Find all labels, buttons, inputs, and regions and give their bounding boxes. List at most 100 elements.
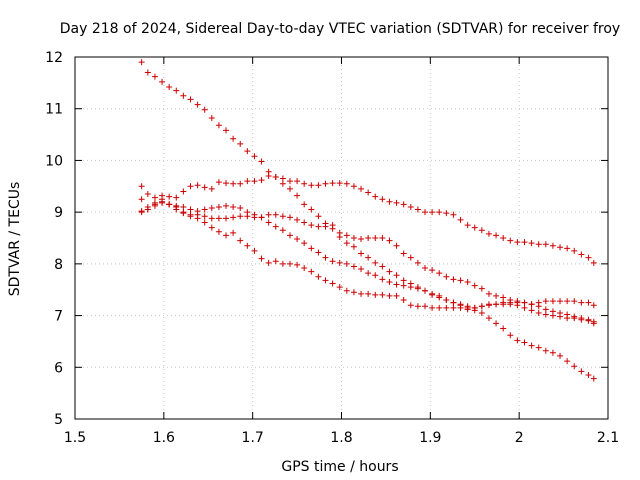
data-point <box>272 211 279 218</box>
data-point <box>358 250 365 257</box>
data-point <box>265 219 272 226</box>
data-point <box>436 270 443 277</box>
data-point <box>521 299 528 306</box>
data-point <box>138 59 145 66</box>
data-point <box>422 287 429 294</box>
data-point <box>244 178 251 185</box>
data-point <box>422 264 429 271</box>
data-point <box>542 347 549 354</box>
data-point <box>386 268 393 275</box>
data-point <box>336 180 343 187</box>
data-point <box>230 229 237 236</box>
data-point <box>535 303 542 310</box>
data-point <box>180 203 187 210</box>
data-point <box>528 240 535 247</box>
data-point <box>358 290 365 297</box>
data-point <box>230 214 237 221</box>
data-point <box>329 280 336 287</box>
data-point <box>215 228 222 235</box>
data-point <box>414 285 421 292</box>
data-point <box>471 224 478 231</box>
data-point <box>379 291 386 298</box>
data-point <box>400 250 407 257</box>
data-point <box>159 196 166 203</box>
data-point <box>400 201 407 208</box>
data-point <box>571 363 578 370</box>
data-point <box>194 211 201 218</box>
data-point <box>230 180 237 187</box>
data-point <box>386 237 393 244</box>
data-point <box>393 199 400 206</box>
data-point <box>301 201 308 208</box>
data-point <box>322 254 329 261</box>
data-point <box>336 259 343 266</box>
data-point <box>201 206 208 213</box>
data-point <box>215 179 222 186</box>
data-point <box>279 213 286 220</box>
y-tick-label: 6 <box>54 360 63 376</box>
data-point <box>301 240 308 247</box>
data-point <box>286 185 293 192</box>
data-point <box>590 259 597 266</box>
data-point <box>358 185 365 192</box>
data-point <box>265 211 272 218</box>
data-point <box>485 290 492 297</box>
data-point <box>173 206 180 213</box>
data-point <box>542 311 549 318</box>
data-point <box>350 235 357 241</box>
data-point <box>251 247 258 254</box>
data-point <box>180 92 187 99</box>
data-point <box>237 205 244 212</box>
data-point <box>151 201 158 208</box>
data-point <box>436 292 443 299</box>
data-point <box>244 242 251 249</box>
data-point <box>308 222 315 229</box>
data-point <box>457 304 464 311</box>
data-point <box>542 306 549 313</box>
data-point <box>407 254 414 261</box>
data-point <box>223 127 230 134</box>
data-point <box>350 289 357 296</box>
data-point <box>244 213 251 220</box>
data-point <box>372 235 379 241</box>
data-point <box>279 227 286 234</box>
data-point <box>279 260 286 267</box>
data-point <box>500 325 507 332</box>
data-point <box>272 258 279 265</box>
data-point <box>336 229 343 236</box>
data-point <box>528 301 535 308</box>
data-point <box>365 189 372 196</box>
data-point <box>590 375 597 382</box>
data-point <box>379 263 386 270</box>
data-point <box>194 182 201 189</box>
data-point <box>301 264 308 271</box>
data-point <box>343 287 350 294</box>
data-point <box>173 87 180 94</box>
data-point <box>308 206 315 213</box>
data-point <box>322 277 329 284</box>
data-point <box>372 259 379 266</box>
data-point <box>251 214 258 221</box>
data-point <box>215 203 222 210</box>
data-point <box>279 175 286 182</box>
data-point <box>272 173 279 180</box>
data-point <box>590 318 597 325</box>
data-point <box>301 180 308 187</box>
data-point <box>358 236 365 243</box>
y-tick-label: 5 <box>54 412 63 428</box>
data-point <box>144 206 151 213</box>
data-point <box>564 358 571 365</box>
data-point <box>507 332 514 339</box>
data-point <box>294 236 301 243</box>
data-point <box>542 241 549 248</box>
data-points <box>138 59 597 382</box>
data-point <box>450 276 457 283</box>
data-point <box>194 101 201 108</box>
y-tick-label: 12 <box>45 50 63 66</box>
data-point <box>585 372 592 379</box>
data-point <box>429 304 436 311</box>
data-point <box>457 216 464 223</box>
data-point <box>159 78 166 85</box>
data-point <box>230 203 237 210</box>
data-point <box>578 368 585 375</box>
